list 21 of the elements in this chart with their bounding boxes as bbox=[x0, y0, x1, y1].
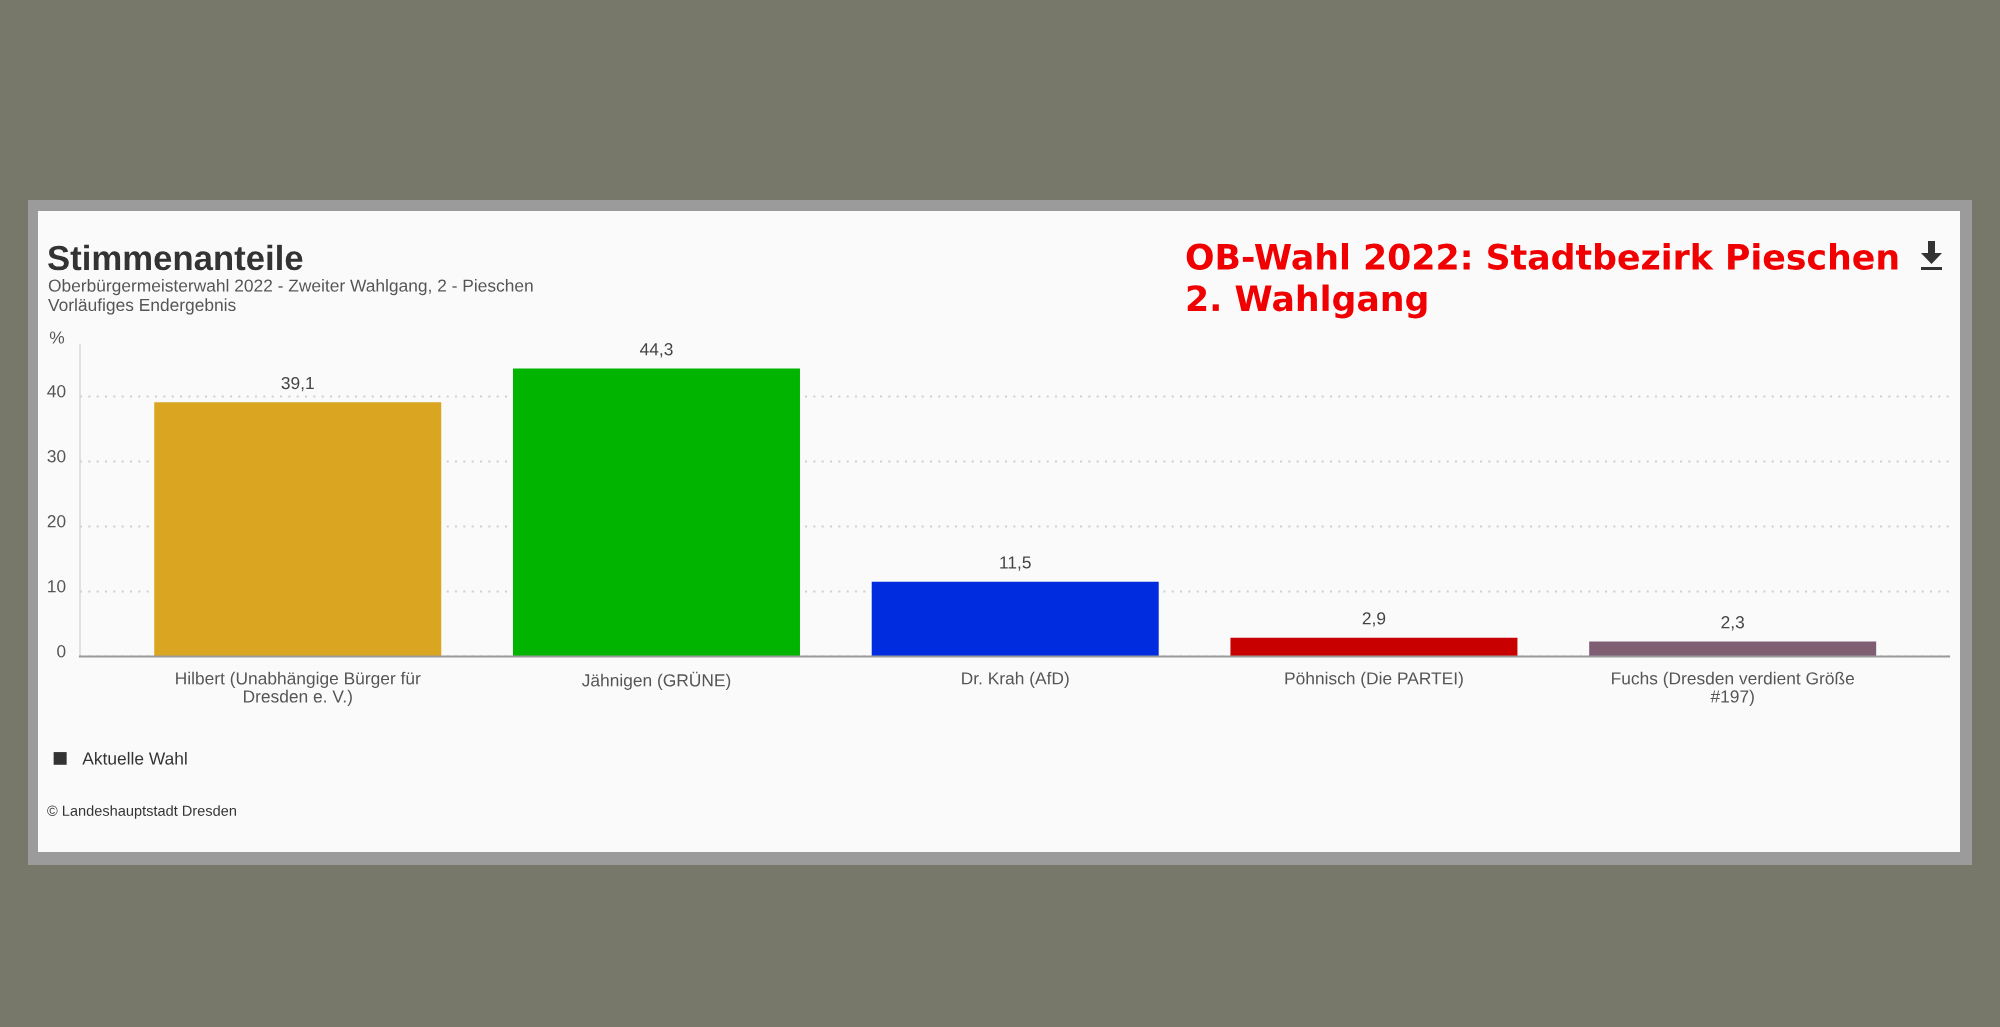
y-tick-label: 10 bbox=[48, 580, 66, 593]
x-tick-label: Pöhnisch (Die PARTEI) bbox=[1285, 671, 1463, 688]
x-tick-label: Dr. Krah (AfD) bbox=[962, 671, 1069, 688]
chart-title: Stimmenanteile bbox=[48, 244, 303, 271]
y-tick-label: 40 bbox=[47, 385, 66, 398]
text: Aktuelle Wahl bbox=[82, 751, 187, 765]
data-label: 2,3 bbox=[1721, 616, 1744, 631]
chart-subtitle: Oberbürgermeisterwahl 2022 - Zweiter Wahlgang, 2 - Pieschen Vorläufiges Endergebnis bbox=[48, 279, 533, 315]
y-tick-label: 20 bbox=[47, 515, 66, 528]
x-tick-label: Jähnigen (GRÜNE) bbox=[581, 671, 731, 690]
y-tick-label: 30 bbox=[47, 450, 66, 463]
text: © Landeshauptstadt Dresden bbox=[47, 805, 236, 819]
text: OB-Wahl 2022: Stadtbezirk Pieschen 2. Wahlgang bbox=[1186, 243, 1898, 319]
x-tick-label: Hilbert (Unabhängige Bürger für Dresden e. V.) bbox=[176, 671, 421, 707]
y-tick-label: 0 bbox=[57, 645, 66, 658]
data-label: 11,5 bbox=[1000, 556, 1031, 571]
x-tick-label: Fuchs (Dresden verdient Größe #197) bbox=[1612, 671, 1854, 707]
y-axis-title: % bbox=[49, 331, 65, 344]
data-label: 39,1 bbox=[281, 376, 314, 392]
data-label: 44,3 bbox=[639, 343, 673, 358]
data-label: 2,9 bbox=[1362, 612, 1386, 627]
